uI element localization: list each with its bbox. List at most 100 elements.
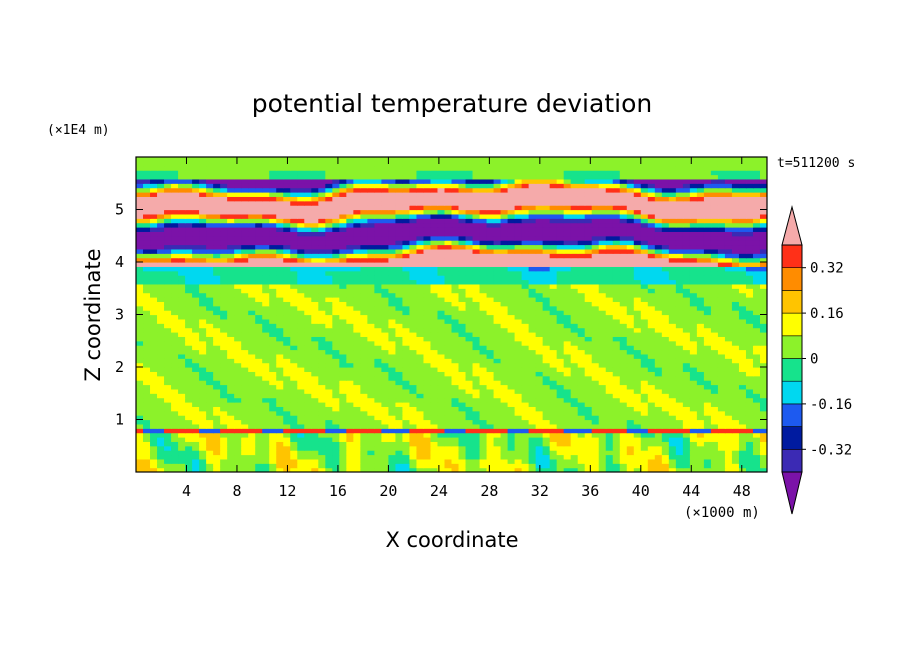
field-cell xyxy=(192,235,200,241)
field-cell xyxy=(241,244,249,250)
field-cell xyxy=(682,397,691,403)
field-cell xyxy=(171,314,179,320)
field-cell xyxy=(598,349,607,355)
field-cell xyxy=(157,345,165,351)
field-cell xyxy=(171,388,179,394)
field-cell xyxy=(255,458,263,464)
field-cell xyxy=(150,402,158,407)
field-cell xyxy=(577,253,586,259)
field-cell xyxy=(262,283,270,289)
field-cell xyxy=(507,257,516,263)
field-cell xyxy=(661,283,670,289)
field-cell xyxy=(136,450,144,456)
field-cell xyxy=(507,362,516,368)
field-cell xyxy=(318,240,326,246)
field-cell xyxy=(619,314,628,320)
field-cell xyxy=(388,463,397,469)
field-cell xyxy=(703,336,712,342)
field-cell xyxy=(206,275,214,281)
field-cell xyxy=(626,340,635,346)
field-cell xyxy=(297,467,305,472)
field-cell xyxy=(311,336,319,342)
field-cell xyxy=(311,283,319,289)
field-cell xyxy=(577,235,586,241)
field-cell xyxy=(150,318,158,324)
field-cell xyxy=(738,240,747,246)
field-cell xyxy=(696,288,705,294)
field-cell xyxy=(213,432,221,438)
field-cell xyxy=(381,428,389,434)
field-cell xyxy=(689,318,698,324)
field-cell xyxy=(696,327,705,333)
field-cell xyxy=(479,375,488,381)
field-cell xyxy=(514,358,523,364)
field-cell xyxy=(150,397,158,403)
field-cell xyxy=(605,240,614,246)
field-cell xyxy=(605,332,614,337)
field-cell xyxy=(717,288,726,294)
field-cell xyxy=(346,432,354,438)
field-cell xyxy=(682,362,691,368)
field-cell xyxy=(696,454,705,460)
field-cell xyxy=(514,301,523,307)
field-cell xyxy=(423,362,432,368)
field-cell xyxy=(234,314,242,320)
field-cell xyxy=(388,362,397,368)
field-cell xyxy=(528,432,537,438)
field-cell xyxy=(570,441,579,447)
field-cell xyxy=(605,454,614,460)
field-cell xyxy=(402,402,411,407)
field-cell xyxy=(591,406,600,412)
field-cell xyxy=(339,244,347,250)
field-cell xyxy=(213,283,221,289)
field-cell xyxy=(675,428,684,434)
field-cell xyxy=(535,297,544,302)
field-cell xyxy=(381,384,389,390)
field-cell xyxy=(255,257,263,263)
field-cell xyxy=(213,253,221,259)
field-cell xyxy=(528,262,537,267)
field-cell xyxy=(472,279,481,285)
field-cell xyxy=(535,428,544,434)
field-cell xyxy=(290,244,298,250)
field-cell xyxy=(409,454,418,460)
field-cell xyxy=(234,428,242,434)
field-cell xyxy=(409,380,418,386)
field-cell xyxy=(647,270,656,276)
field-cell xyxy=(563,388,572,394)
field-cell xyxy=(262,314,270,320)
field-cell xyxy=(276,437,284,442)
field-cell xyxy=(332,428,340,434)
field-cell xyxy=(192,332,200,337)
field-cell xyxy=(458,432,467,438)
field-cell xyxy=(374,244,382,250)
field-cell xyxy=(374,345,382,351)
field-cell xyxy=(605,305,614,311)
field-cell xyxy=(206,445,214,451)
field-cell xyxy=(353,270,361,276)
field-cell xyxy=(325,349,333,355)
field-cell xyxy=(374,441,382,447)
field-cell xyxy=(290,450,298,456)
field-cell xyxy=(213,393,221,399)
field-cell xyxy=(374,454,382,460)
field-cell xyxy=(633,410,642,416)
field-cell xyxy=(206,463,214,469)
field-cell xyxy=(283,275,291,281)
field-cell xyxy=(493,340,502,346)
field-cell xyxy=(654,458,663,464)
field-cell xyxy=(640,463,649,469)
field-cell xyxy=(381,227,389,232)
field-cell xyxy=(612,288,621,294)
field-cell xyxy=(332,349,340,355)
field-cell xyxy=(220,454,228,460)
field-cell xyxy=(248,332,256,337)
field-cell xyxy=(346,463,354,469)
field-cell xyxy=(507,463,516,469)
field-cell xyxy=(717,253,726,259)
field-cell xyxy=(416,336,425,342)
field-cell xyxy=(542,283,551,289)
field-cell xyxy=(353,240,361,246)
field-cell xyxy=(556,410,565,416)
field-cell xyxy=(507,283,516,289)
